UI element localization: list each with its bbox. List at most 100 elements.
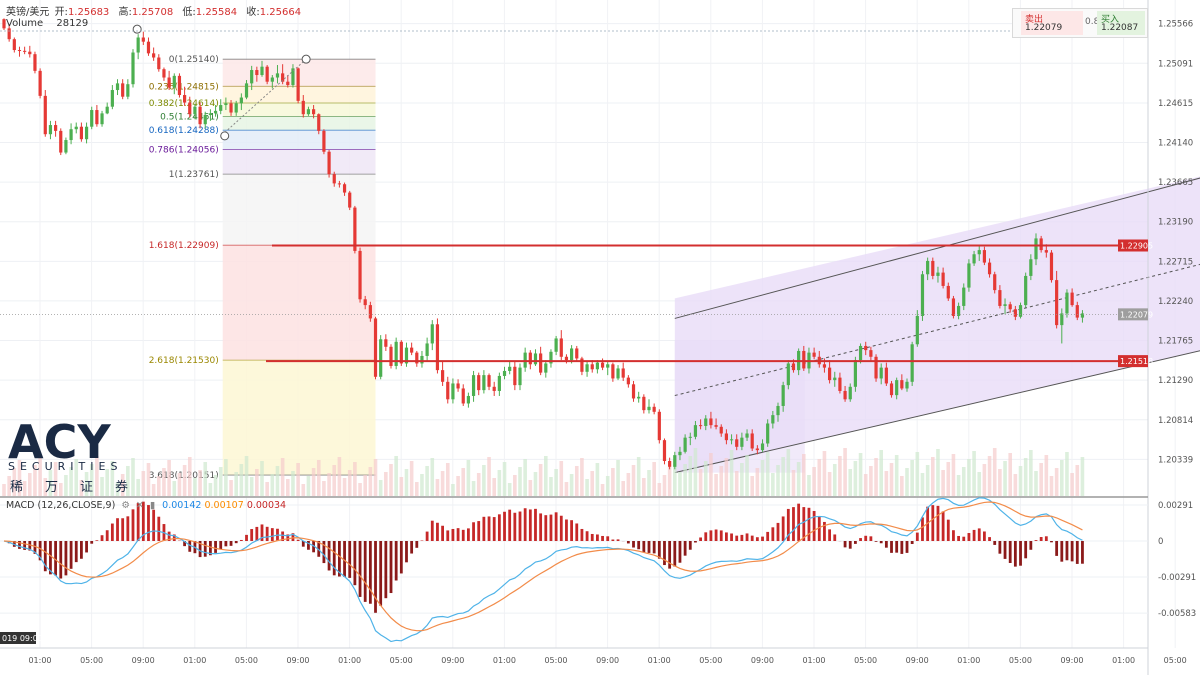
candle-body xyxy=(647,406,651,411)
candle-body xyxy=(487,375,491,387)
settings-icon[interactable]: ⚙ xyxy=(121,500,130,511)
candle-body xyxy=(564,356,569,361)
macd-hist-bar xyxy=(33,541,37,554)
pivot-marker xyxy=(132,24,142,34)
candle-body xyxy=(312,109,316,115)
candle-body xyxy=(1060,313,1064,326)
candle-body xyxy=(673,455,677,467)
time-tick-label: 01:00 xyxy=(957,656,980,665)
macd-hist-bar xyxy=(1029,541,1033,550)
volume-bar xyxy=(549,477,553,496)
candle-body xyxy=(595,362,599,370)
candle-body xyxy=(874,356,878,379)
macd-hist-bar xyxy=(1070,541,1074,562)
candle-body xyxy=(657,411,661,441)
macd-hist-bar xyxy=(890,541,893,553)
signal-line xyxy=(3,501,1083,632)
macd-hist-bar xyxy=(755,537,759,541)
volume-bar xyxy=(559,461,564,496)
time-tick-label: 09:00 xyxy=(441,656,464,665)
macd-hist-bar xyxy=(843,541,847,548)
volume-bar xyxy=(249,477,254,496)
candle-body xyxy=(152,53,156,58)
macd-hist-bar xyxy=(678,541,682,563)
price-tick-label: 1.20339 xyxy=(1158,455,1193,465)
volume-bar xyxy=(322,481,326,496)
candle-body xyxy=(193,106,197,115)
volume-bar xyxy=(992,448,997,496)
macd-hist-bar xyxy=(632,541,635,548)
volume-bar xyxy=(734,471,739,496)
volume-bar xyxy=(931,457,935,496)
candle-body xyxy=(998,290,1002,306)
volume-bar xyxy=(1029,450,1033,496)
candle-body xyxy=(740,437,744,447)
volume-bar xyxy=(440,471,445,496)
candle-body xyxy=(275,73,280,78)
macd-tick-label: -0.00583 xyxy=(1158,609,1196,619)
volume-bar xyxy=(807,475,811,496)
volume-bar xyxy=(1075,465,1080,496)
volume-bar xyxy=(502,462,507,496)
buy-button[interactable]: 买入 1.22087 xyxy=(1097,11,1145,35)
volume-bar xyxy=(151,484,156,496)
time-tick-label: 01:00 xyxy=(493,656,516,665)
volume-bar xyxy=(445,463,450,496)
volume-bar xyxy=(765,452,770,496)
volume-bar xyxy=(667,467,672,496)
macd-hist-bar xyxy=(492,517,496,541)
volume-bar xyxy=(1080,457,1085,496)
volume-bar xyxy=(1039,463,1043,496)
time-tick-label: 05:00 xyxy=(699,656,722,665)
candle-body xyxy=(786,363,790,386)
macd-hist-bar xyxy=(147,505,150,541)
close-icon[interactable]: ✕ xyxy=(135,500,144,511)
macd-hist-bar xyxy=(1034,540,1038,541)
volume-bar xyxy=(946,462,951,496)
candle-body xyxy=(678,451,682,456)
candle-body xyxy=(745,433,749,438)
price-tag-label: 1.22079 xyxy=(1120,310,1153,319)
fib-zone xyxy=(222,103,376,117)
candle-body xyxy=(477,375,481,391)
volume-bar xyxy=(270,474,275,496)
macd-hist-bar xyxy=(688,541,692,550)
delete-icon[interactable]: ▮ xyxy=(149,500,156,511)
macd-hist-bar xyxy=(363,541,367,602)
fib-level-label: 1(1.23761) xyxy=(169,170,219,180)
candle-body xyxy=(410,347,414,353)
macd-hist-bar xyxy=(399,541,403,574)
macd-hist-bar xyxy=(1008,541,1012,563)
fib-zone xyxy=(222,116,376,131)
volume-bar xyxy=(925,465,930,496)
candle-body xyxy=(384,339,388,347)
fib-zone xyxy=(222,360,376,476)
volume-bar xyxy=(956,475,961,496)
candle-body xyxy=(446,381,450,400)
candle-body xyxy=(141,37,145,42)
macd-hist-bar xyxy=(477,521,481,541)
volume-bar xyxy=(1049,476,1054,496)
volume-bar xyxy=(425,466,429,496)
macd-hist-bar xyxy=(663,541,666,566)
volume-bar xyxy=(838,456,842,496)
candle-body xyxy=(549,351,553,364)
low-value: 1.25584 xyxy=(195,7,238,18)
macd-hist-bar xyxy=(962,536,966,541)
candle-body xyxy=(322,130,326,152)
volume-bar xyxy=(693,448,698,496)
volume-bar xyxy=(642,478,646,496)
price-tick-label: 1.23190 xyxy=(1158,218,1193,228)
candle-body xyxy=(580,358,584,372)
macd-hist-bar xyxy=(879,541,883,544)
volume-bars xyxy=(2,448,1085,496)
macd-hist-bar xyxy=(214,541,217,553)
volume-bar xyxy=(869,466,873,496)
high-value: 1.25708 xyxy=(131,7,174,18)
candle-body xyxy=(342,184,347,193)
candle-body xyxy=(172,75,176,88)
macd-hist-bar xyxy=(750,535,754,541)
sell-button[interactable]: 卖出 1.22079 xyxy=(1021,11,1083,35)
macd-hist-bar xyxy=(616,539,620,541)
